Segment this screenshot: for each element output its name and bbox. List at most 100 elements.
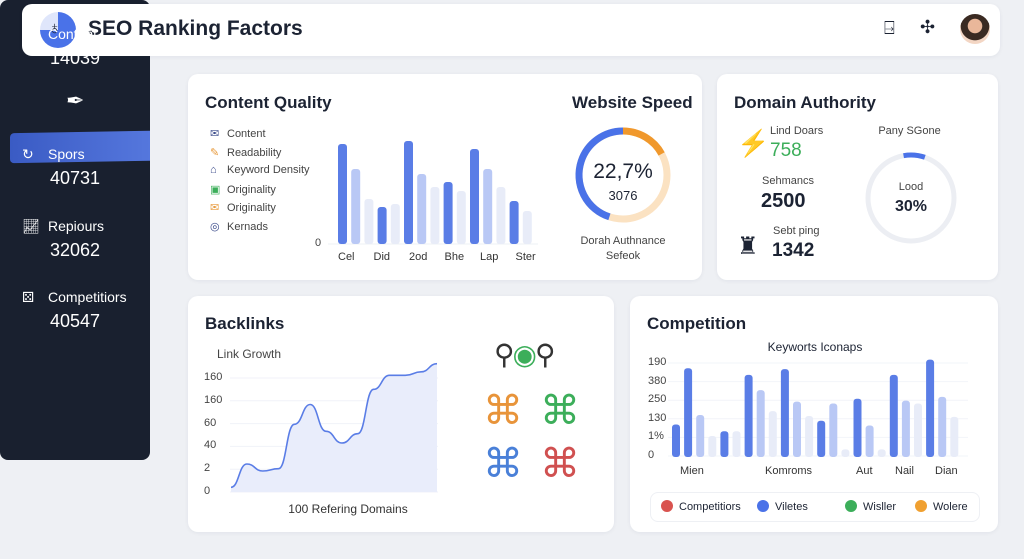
competition-legend: Competitiors Viletes Wisller Wolere bbox=[650, 492, 980, 522]
network-icon-red: ⌘ bbox=[540, 442, 580, 486]
axis-zero: 0 bbox=[315, 237, 322, 249]
legend-label: Competitiors bbox=[679, 501, 741, 513]
competition-card: Competition Keyworts Iconaps 190 380 250 13… bbox=[630, 296, 998, 532]
puzzle-icon[interactable]: ✣ bbox=[920, 17, 936, 37]
bar bbox=[865, 425, 874, 457]
legend-label: Keyword Density bbox=[227, 164, 310, 176]
category-label: Bhe bbox=[444, 251, 465, 263]
domain-authority-card: Domain Authority ⚡ Lind Doars 758 Sehman… bbox=[717, 74, 998, 280]
bar bbox=[853, 398, 862, 457]
export-icon[interactable]: ⍈ bbox=[884, 18, 895, 38]
legend-item: Viletes bbox=[757, 500, 808, 513]
bar bbox=[364, 199, 374, 244]
stat-value: 2500 bbox=[761, 190, 806, 212]
legend-icon: ▣ bbox=[210, 183, 221, 196]
bar bbox=[404, 141, 413, 244]
y-tick: 60 bbox=[204, 416, 217, 429]
legend-label: Viletes bbox=[775, 501, 808, 513]
legend-icon: ✎ bbox=[210, 146, 220, 159]
chart-title: Keyworts Iconaps bbox=[767, 340, 863, 354]
bolt-icon: ⚡ bbox=[737, 128, 770, 158]
pen-icon: ✒ bbox=[66, 88, 85, 113]
speed-donut bbox=[575, 127, 671, 223]
legend-label: Kernads bbox=[227, 220, 268, 233]
website-speed-title: Website Speed bbox=[572, 93, 693, 112]
legend-item: ▣ Originality bbox=[210, 183, 276, 196]
bar bbox=[926, 359, 935, 457]
bar bbox=[377, 207, 387, 244]
stat-label: Lind Doars bbox=[770, 125, 824, 137]
y-tick: 190 bbox=[648, 356, 667, 368]
speed-value: 3076 bbox=[608, 188, 638, 203]
bar bbox=[720, 431, 729, 457]
bar bbox=[509, 201, 519, 244]
x-axis-label: 100 Refering Domains bbox=[288, 502, 408, 516]
category-label: Dian bbox=[935, 465, 958, 477]
competition-chart bbox=[668, 359, 968, 457]
avatar[interactable] bbox=[960, 14, 990, 44]
legend-item: ✎ Readability bbox=[210, 146, 281, 159]
bar bbox=[522, 211, 532, 244]
stat-value: 1342 bbox=[772, 240, 815, 261]
legend-icon bbox=[845, 500, 857, 512]
network-icon-orange: ⌘ bbox=[483, 389, 523, 433]
card-title: Competition bbox=[647, 314, 747, 333]
line-series bbox=[230, 362, 438, 489]
stat-value: 758 bbox=[770, 140, 802, 161]
bar bbox=[938, 396, 947, 457]
refresh-icon: ↻ bbox=[22, 146, 34, 162]
bar bbox=[914, 403, 922, 457]
bag-icon: 🔒︎ bbox=[22, 26, 30, 42]
area-fill bbox=[231, 363, 437, 492]
link-growth-chart bbox=[230, 362, 438, 493]
legend-icon: ⌂ bbox=[210, 164, 217, 176]
gauge-value: 30% bbox=[894, 198, 928, 215]
network-hub-icon: ⚲◉⚲ bbox=[494, 339, 555, 370]
header: ♁ SEO Ranking Factors ⍈ ✣ bbox=[22, 4, 1000, 56]
content-quality-card: Content Quality ✉ Content ✎ Readability ⌂ Key… bbox=[188, 74, 702, 280]
bar bbox=[470, 149, 479, 244]
bar bbox=[877, 449, 886, 457]
puzzle-icon: ⚄ bbox=[22, 289, 35, 305]
bar bbox=[793, 401, 801, 457]
bar bbox=[950, 416, 959, 457]
category-label: Aut bbox=[856, 465, 873, 477]
page-title: SEO Ranking Factors bbox=[88, 17, 303, 40]
y-tick: 160 bbox=[204, 393, 223, 406]
category-label: Mien bbox=[680, 465, 704, 477]
legend-icon: ◎ bbox=[210, 220, 220, 233]
bar bbox=[456, 191, 466, 244]
legend-item: ⌂ Keyword Density bbox=[210, 164, 310, 176]
y-tick: 2 bbox=[204, 462, 211, 475]
legend-item: ◎ Kernads bbox=[210, 220, 268, 233]
bar bbox=[696, 415, 705, 457]
bar bbox=[805, 415, 814, 457]
bar bbox=[390, 204, 400, 244]
legend-label: Content bbox=[227, 128, 266, 140]
bar bbox=[756, 390, 765, 457]
bar bbox=[901, 400, 910, 457]
stat-label: Sehmancs bbox=[762, 175, 814, 187]
bar bbox=[780, 369, 789, 457]
category-label: Cel bbox=[338, 251, 355, 263]
legend-item: Wisller bbox=[845, 500, 896, 513]
gauge-title: Pany SGone bbox=[878, 125, 941, 137]
legend-label: Wolere bbox=[933, 501, 968, 513]
y-tick: 0 bbox=[204, 485, 211, 497]
chart-icon: 📈︎ bbox=[22, 218, 40, 234]
category-label: Lap bbox=[480, 251, 499, 263]
stat-label: Sebt ping bbox=[773, 225, 820, 237]
legend-icon: ✉ bbox=[210, 202, 220, 214]
bar bbox=[708, 436, 717, 457]
logo-icon: ♁ bbox=[40, 12, 76, 48]
y-tick: 160 bbox=[204, 371, 223, 383]
legend-item: ✉ Content bbox=[210, 127, 266, 140]
category-label: Nail bbox=[895, 465, 914, 477]
y-tick: 250 bbox=[648, 393, 667, 406]
sidebar: 🔒︎ Content 14039 ✒ ↻ Spors 40731 📈︎ Repiours 3… bbox=[0, 0, 150, 460]
bar bbox=[672, 424, 680, 457]
network-icon-green: ⌘ bbox=[540, 389, 580, 433]
card-title: Content Quality bbox=[205, 93, 332, 112]
category-label: 2od bbox=[409, 251, 428, 263]
bar bbox=[829, 403, 838, 457]
